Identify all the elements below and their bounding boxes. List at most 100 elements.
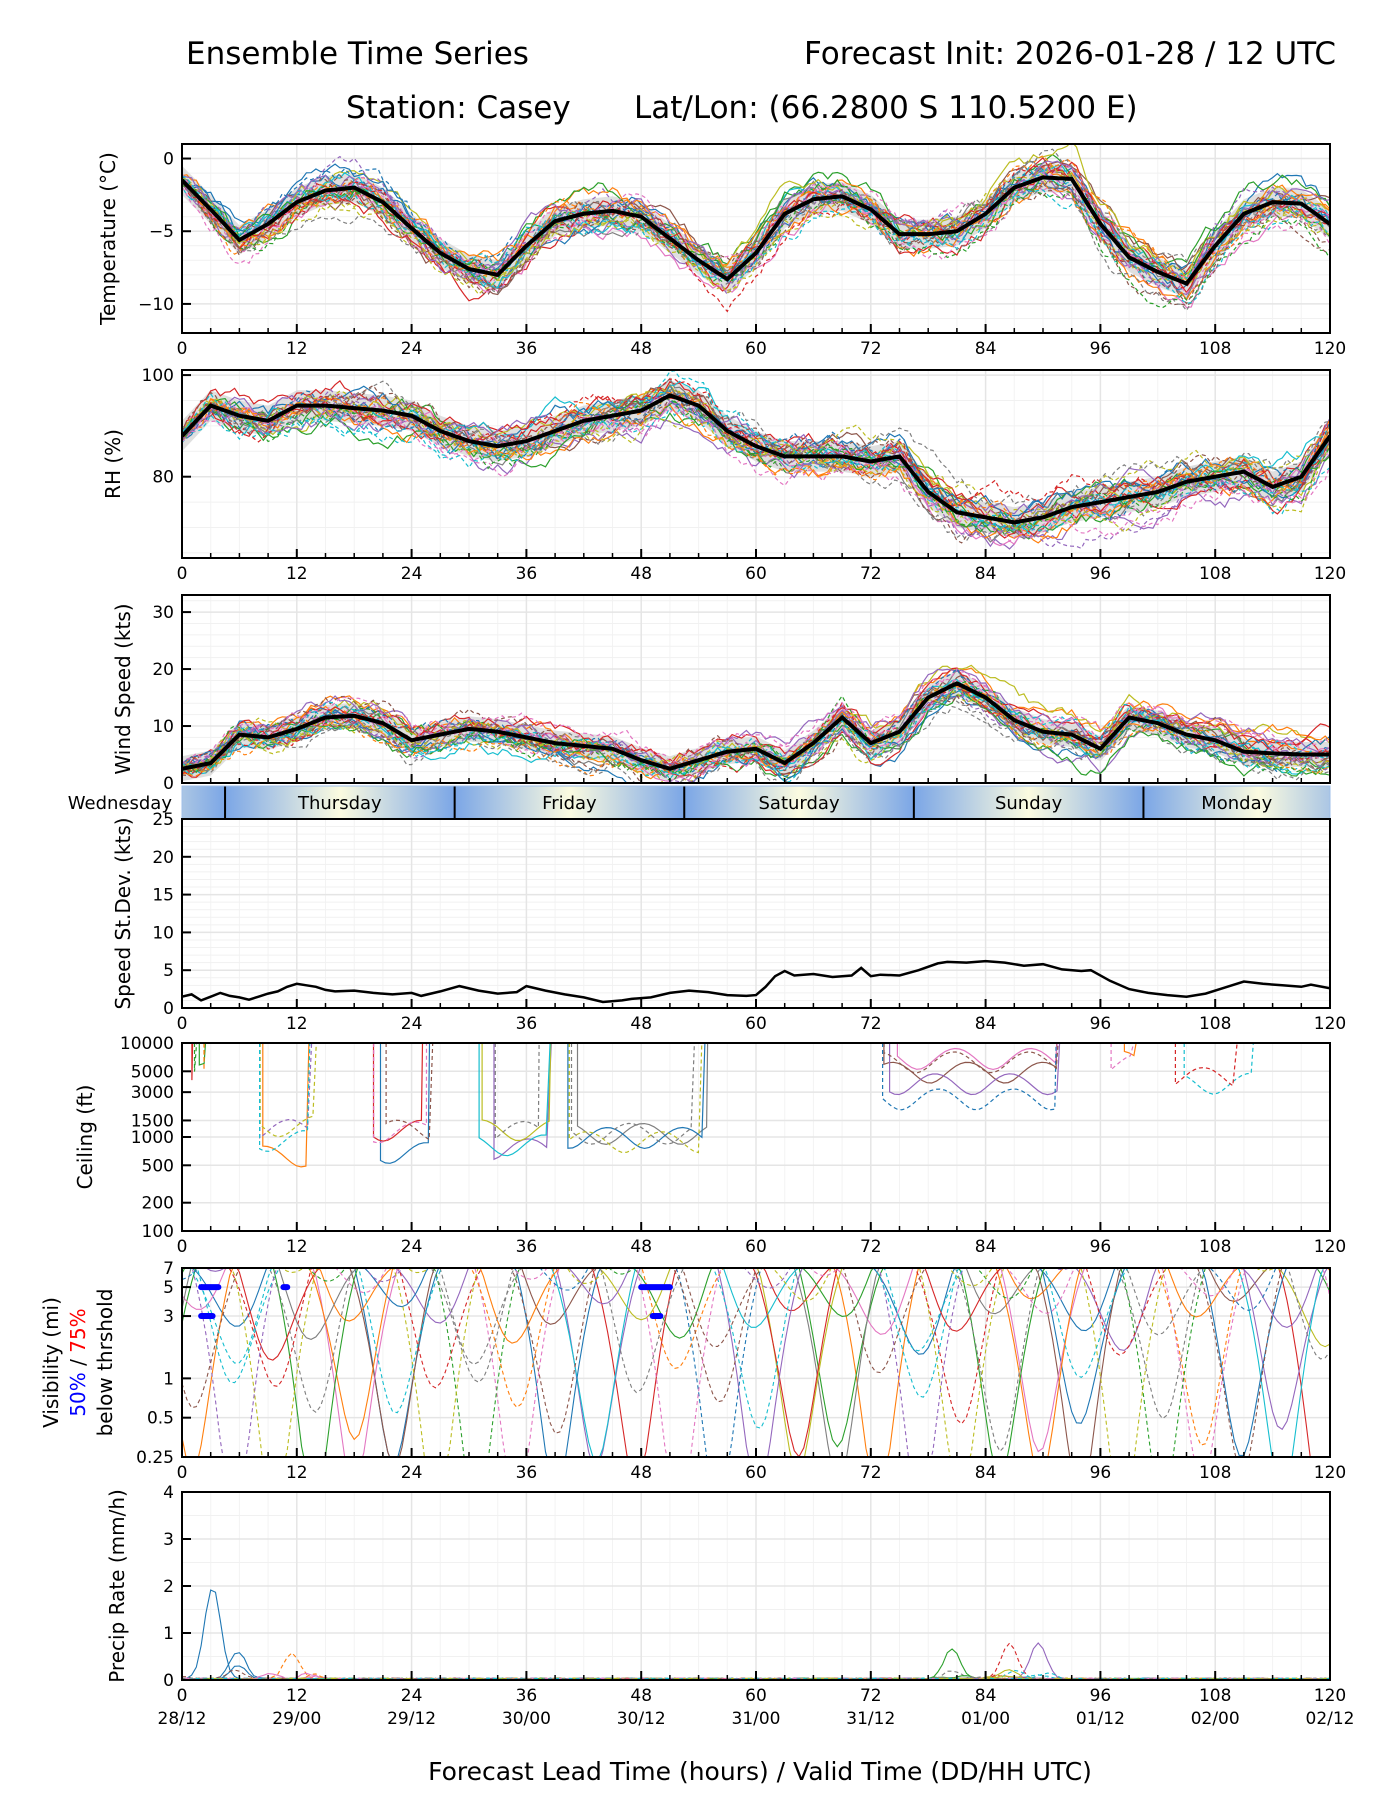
y-tick-label: 0 (163, 1671, 174, 1691)
x-tick-label: 96 (1090, 339, 1112, 359)
x-tick-label: 12 (286, 564, 308, 584)
y-tick-label: 10000 (120, 1034, 174, 1054)
x-tick-label: 24 (401, 1237, 423, 1257)
day-label: Wednesday (68, 793, 173, 814)
stdev-line (182, 959, 1330, 1004)
x-tick-label: 84 (975, 564, 997, 584)
y-tick-label: 500 (142, 1156, 174, 1176)
x-tick-label: 108 (1199, 564, 1231, 584)
x-axis-label: Forecast Lead Time (hours) / Valid Time … (428, 1757, 1092, 1786)
x-tick-label: 120 (1314, 1014, 1346, 1034)
member-line (335, 1268, 1248, 1457)
ensemble-mean-line (182, 393, 1330, 525)
panel-precip_rate: 028/121229/002429/123630/004830/126031/0… (105, 1483, 1355, 1729)
x-tick-label: 120 (1314, 1237, 1346, 1257)
member-line (182, 682, 1330, 780)
plot-area (182, 959, 1330, 1004)
member-line (182, 681, 1330, 775)
x-tick-label: 120 (1314, 1686, 1346, 1706)
member-line (882, 1043, 1057, 1111)
x-tick-label: 96 (1090, 1237, 1112, 1257)
x-tick-label: 48 (630, 1686, 652, 1706)
x-tick-label: 96 (1090, 564, 1112, 584)
y-tick-label: 0.5 (147, 1409, 174, 1429)
day-segment (1143, 786, 1330, 819)
title-right: Forecast Init: 2026-01-28 / 12 UTC (804, 36, 1336, 72)
panel-wind_speed: 0 10 20 30 Wind Speed (kts) (111, 594, 1331, 794)
x-tick-label: 60 (745, 564, 767, 584)
x-tick-label: 48 (630, 564, 652, 584)
member-line (308, 1268, 1239, 1457)
x-tick-label: 72 (860, 1686, 882, 1706)
day-label: Friday (542, 793, 597, 814)
day-label: Sunday (995, 793, 1063, 814)
x-tick-label: 108 (1199, 339, 1231, 359)
x-tick-valid-label: 30/00 (502, 1709, 551, 1729)
x-tick-label: 36 (516, 1463, 538, 1483)
x-tick-label: 72 (860, 1463, 882, 1483)
member-line (268, 1268, 1206, 1453)
y-tick-label: 30 (152, 603, 174, 623)
member-line (281, 1268, 1275, 1457)
member-line (182, 165, 1330, 313)
y-tick-label: 3 (163, 1530, 174, 1550)
minor-grid (210, 1268, 1302, 1457)
x-tick-label: 24 (401, 1014, 423, 1034)
member-line (262, 1043, 310, 1168)
member-line (188, 1268, 1129, 1414)
member-line (259, 1043, 317, 1138)
member-line (182, 380, 1330, 523)
y-tick-label: 5 (163, 961, 174, 981)
y-tick-label: 10 (152, 717, 174, 737)
panel-rh: 0 12 24 36 48 60 72 84 96 108 120 100 80 RH (%) (101, 366, 1346, 584)
x-tick-label: 120 (1314, 1463, 1346, 1483)
x-tick-label: 108 (1199, 1463, 1231, 1483)
member-line (182, 388, 1330, 550)
y-axis-label-thresholds: 50% / 75% (66, 1308, 90, 1416)
member-line (236, 1268, 1003, 1457)
x-tick-label: 12 (286, 1463, 308, 1483)
member-line (889, 1043, 1061, 1096)
day-label: Saturday (758, 793, 839, 814)
y-tick-label: 1 (163, 1369, 174, 1389)
x-tick-label: 72 (860, 1014, 882, 1034)
x-tick-label: 36 (516, 1686, 538, 1706)
member-line (182, 691, 1330, 774)
member-line (182, 686, 1330, 783)
member-line (182, 370, 1330, 528)
x-tick-valid-label: 31/12 (846, 1709, 895, 1729)
y-axis-label: Ceiling (ft) (73, 1085, 97, 1190)
x-tick-label: 96 (1090, 1686, 1112, 1706)
ensemble-mean-line (182, 175, 1330, 287)
member-line (259, 1043, 311, 1152)
x-tick-label: 60 (745, 1014, 767, 1034)
member-line (191, 1043, 194, 1081)
x-tick-label: 48 (630, 1463, 652, 1483)
y-tick-label: 200 (142, 1194, 174, 1214)
x-tick-label: 84 (975, 1237, 997, 1257)
plot-area (182, 144, 1330, 313)
y-axis-label: Visibility (mi) (39, 1297, 63, 1428)
y-axis-label: Precip Rate (mm/h) (105, 1489, 129, 1683)
x-tick-label: 108 (1199, 1686, 1231, 1706)
x-tick-label: 36 (516, 339, 538, 359)
y-tick-label: 0 (163, 774, 174, 794)
y-tick-label: 0 (163, 999, 174, 1019)
y-tick-label: 25 (152, 810, 174, 830)
day-segment (684, 786, 914, 819)
y-tick-label: 3 (163, 1307, 174, 1327)
member-line (182, 390, 1330, 532)
panel-temperature: 0 12 24 36 48 60 72 84 96 108 120 0 −5 −10 Temperature… (96, 143, 1346, 359)
plot-area (182, 370, 1330, 550)
member-line (385, 1043, 434, 1141)
y-tick-label: 20 (152, 660, 174, 680)
x-tick-label: 84 (975, 1463, 997, 1483)
x-tick-label: 120 (1314, 339, 1346, 359)
member-line (182, 400, 1330, 533)
member-line (182, 403, 1330, 543)
x-tick-label: 36 (516, 1237, 538, 1257)
subtitle-latlon: Lat/Lon: (66.2800 S 110.5200 E) (634, 90, 1138, 126)
member-line (182, 384, 1330, 544)
plot-area (191, 1043, 1254, 1168)
member-line (1174, 1043, 1238, 1087)
